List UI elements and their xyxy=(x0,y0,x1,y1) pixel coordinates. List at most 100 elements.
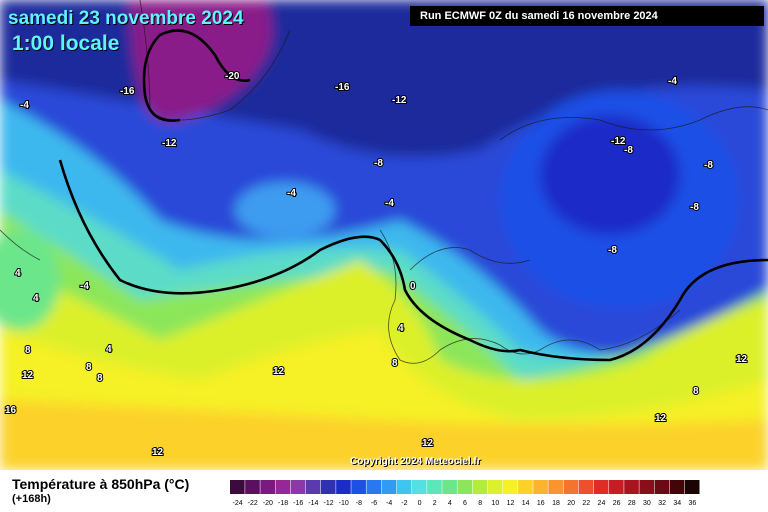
isotherm-label: -20 xyxy=(225,71,240,82)
legend-swatch xyxy=(396,480,412,494)
valid-time: 1:00 locale xyxy=(12,32,120,55)
legend-swatch xyxy=(305,480,321,494)
isotherm-label: -16 xyxy=(335,82,350,93)
legend-tick-label: -24 xyxy=(233,500,243,507)
legend-tick-label: -2 xyxy=(401,500,407,507)
legend-tick-label: 6 xyxy=(463,500,467,507)
isotherm-label: -4 xyxy=(668,76,677,87)
legend-swatch xyxy=(275,480,291,494)
legend-tick-label: 18 xyxy=(552,500,560,507)
legend-swatch xyxy=(684,480,700,494)
legend-swatch xyxy=(336,480,351,494)
legend-tick-label: 30 xyxy=(643,500,651,507)
zero-isotherm xyxy=(58,159,768,362)
isotherm-label: 8 xyxy=(392,358,398,369)
legend-swatch xyxy=(563,480,579,494)
legend-tick-label: 2 xyxy=(433,500,437,507)
legend-swatch xyxy=(502,480,518,494)
legend-swatch xyxy=(624,480,639,494)
color-legend: -24 -22 -20 -18 -16 -14 -12 -10 -8 -6 -4 -2 0 2 4 6 8 10 1… xyxy=(230,480,700,507)
model-run-info: Run ECMWF 0Z du samedi 16 novembre 2024 xyxy=(410,6,764,26)
valid-date: samedi 23 novembre 2024 xyxy=(8,8,244,29)
legend-tick-label: -16 xyxy=(293,500,303,507)
legend-tick-label: 26 xyxy=(613,500,621,507)
legend-tick-label: -6 xyxy=(371,500,377,507)
isotherm-label: 8 xyxy=(693,386,699,397)
legend-swatch xyxy=(351,480,366,494)
legend-tick-label: 34 xyxy=(673,500,681,507)
isotherm-label: -4 xyxy=(287,188,296,199)
legend-tick-label: -14 xyxy=(308,500,318,507)
isotherm-label: -8 xyxy=(704,160,713,171)
isotherm-label: -16 xyxy=(120,86,135,97)
legend-swatch xyxy=(230,480,245,494)
legend-tick-label: 8 xyxy=(478,500,482,507)
legend-swatch xyxy=(669,480,685,494)
isotherm-label: -4 xyxy=(20,100,29,111)
isotherm-label: -12 xyxy=(611,136,626,147)
isotherm-label: 12 xyxy=(736,354,748,365)
legend-swatch xyxy=(639,480,655,494)
legend-swatch xyxy=(518,480,533,494)
isotherm-label: 16 xyxy=(5,405,17,416)
isotherm-label: 8 xyxy=(97,373,103,384)
legend-swatch xyxy=(366,480,382,494)
legend-swatch xyxy=(654,480,670,494)
legend-swatch xyxy=(245,480,260,494)
legend-swatch xyxy=(381,480,397,494)
legend-swatch xyxy=(472,480,488,494)
isotherm-label: -8 xyxy=(624,145,633,156)
legend-tick-label: -4 xyxy=(386,500,392,507)
legend-tick-label: 32 xyxy=(658,500,666,507)
legend-swatch xyxy=(593,480,609,494)
isotherm-label: 0 xyxy=(410,281,416,292)
legend-swatch xyxy=(290,480,306,494)
isotherm-label: -8 xyxy=(690,202,699,213)
legend-tick-label: 0 xyxy=(418,500,422,507)
legend-swatch xyxy=(548,480,564,494)
isotherm-label: -8 xyxy=(374,158,383,169)
legend-tick-label: 14 xyxy=(522,500,530,507)
isotherm-label: 12 xyxy=(422,438,434,449)
legend-tick-label: -12 xyxy=(323,500,333,507)
isotherm-label: -4 xyxy=(385,198,394,209)
legend-swatch xyxy=(487,480,503,494)
legend-swatch xyxy=(411,480,427,494)
parameter-title: Température à 850hPa (°C) xyxy=(12,476,190,492)
legend-tick-label: 24 xyxy=(598,500,606,507)
legend-tick-label: -22 xyxy=(248,500,258,507)
legend-swatch xyxy=(578,480,594,494)
greenland-contour xyxy=(142,29,251,123)
legend-swatch xyxy=(442,480,457,494)
isotherm-label: 12 xyxy=(273,366,285,377)
isotherm-label: 12 xyxy=(152,447,164,458)
lead-time: (+168h) xyxy=(12,493,51,505)
isotherm-labels: -4-16-20-16-12-4-12 -12-8-8 -8-4-4 -8-84-4 0… xyxy=(4,70,749,459)
legend-tick-label: 20 xyxy=(567,500,575,507)
isotherm-label: -8 xyxy=(608,245,617,256)
legend-swatch xyxy=(609,480,624,494)
legend-tick-label: 22 xyxy=(582,500,590,507)
isotherm-label: 12 xyxy=(655,413,667,424)
isotherm-label: -12 xyxy=(392,95,407,106)
legend-tick-label: -10 xyxy=(339,500,349,507)
isotherm-label: 4 xyxy=(15,268,21,279)
legend-swatch xyxy=(533,480,548,494)
legend-swatch xyxy=(427,480,442,494)
isotherm-label: -12 xyxy=(162,138,177,149)
isotherm-label: 8 xyxy=(86,362,92,373)
legend-swatch xyxy=(260,480,275,494)
legend-tick-label: 10 xyxy=(491,500,499,507)
legend-tick-label: 36 xyxy=(689,500,697,507)
isotherm-label: 4 xyxy=(106,344,112,355)
legend-tick-label: -20 xyxy=(263,500,273,507)
legend-tick-label: 28 xyxy=(628,500,636,507)
copyright: Copyright 2024 Meteociel.fr xyxy=(350,456,481,467)
temperature-field xyxy=(0,0,768,470)
legend-tick-label: 16 xyxy=(537,500,545,507)
isotherm-label: 4 xyxy=(398,323,404,334)
legend-tick-label: 12 xyxy=(507,500,515,507)
legend-swatch xyxy=(457,480,473,494)
temperature-map: -4-16-20-16-12-4-12 -12-8-8 -8-4-4 -8-84-4 0… xyxy=(0,0,768,470)
isotherm-label: 12 xyxy=(22,370,34,381)
